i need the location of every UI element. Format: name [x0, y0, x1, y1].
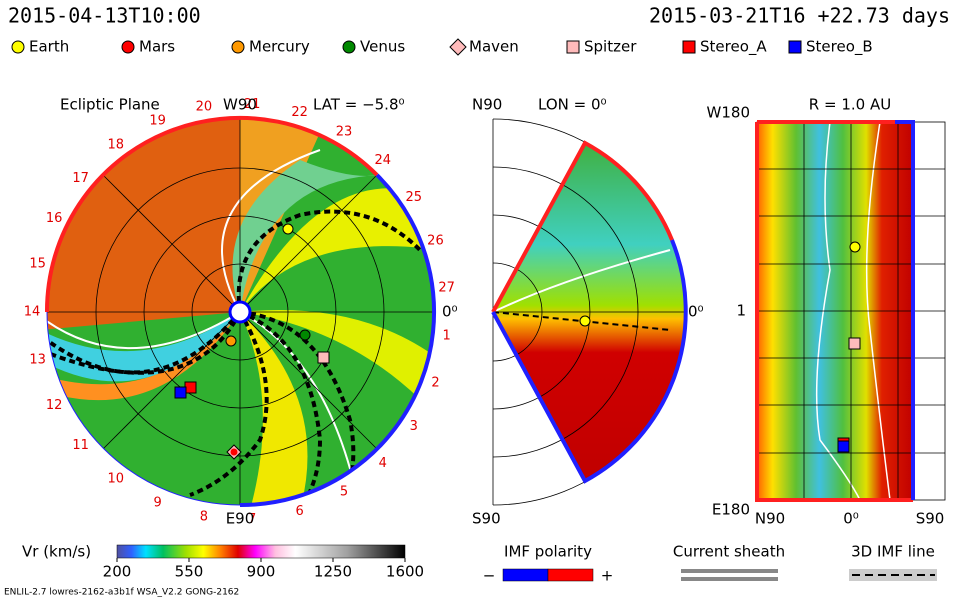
- sector-number: 1: [442, 329, 450, 344]
- earth: [849, 241, 861, 253]
- colorbar-tick-label: 1250: [314, 563, 352, 581]
- earth: [579, 315, 591, 327]
- imf-line-title: 3D IMF line: [851, 543, 935, 561]
- colorbar-tick-label: 1600: [386, 563, 424, 581]
- sector-number: 12: [46, 398, 63, 413]
- colorbar-tick-label: 900: [247, 563, 276, 581]
- legend-label: Spitzer: [584, 38, 637, 56]
- legend-label: Stereo_B: [806, 38, 873, 57]
- sector-number: 20: [196, 100, 213, 115]
- legend-marker: [342, 40, 356, 54]
- w90-label: W90: [223, 96, 257, 114]
- sector-number: 26: [427, 233, 444, 248]
- sector-number: 2: [431, 376, 439, 391]
- panel-title: Ecliptic Plane: [60, 96, 160, 114]
- panel-title: R = 1.0 AU: [809, 96, 891, 114]
- sector-number: 11: [72, 438, 89, 453]
- sector-number: 27: [438, 280, 455, 295]
- legend-label: Venus: [360, 38, 405, 56]
- sector-number: 23: [336, 124, 353, 139]
- sheath-title: Current sheath: [673, 543, 785, 561]
- colorbar-ticks: 200 550 900 1250 1600: [103, 558, 424, 581]
- sector-number: 15: [29, 257, 46, 272]
- angle-label: 0⁰: [442, 303, 458, 321]
- sector-number: 6: [296, 504, 304, 519]
- w180-label: W180: [707, 104, 750, 122]
- run-time: 2015-04-13T10:00: [8, 4, 201, 28]
- stereo-a: [184, 381, 197, 394]
- sector-number: 10: [108, 471, 125, 486]
- sector-number: 13: [29, 352, 46, 367]
- model-time: 2015-03-21T16 +22.73 days: [649, 4, 950, 28]
- center-label: 0⁰: [843, 510, 859, 528]
- legend-marker: [231, 40, 245, 54]
- sector-number: 22: [291, 105, 308, 120]
- legend-label: Mercury: [249, 38, 310, 56]
- n90-label: N90: [755, 510, 785, 528]
- sector-number: 7: [248, 512, 256, 527]
- lat-label: LAT = −5.8⁰: [313, 96, 405, 114]
- s90-label: S90: [916, 510, 945, 528]
- sector-number: 4: [379, 456, 387, 471]
- legend-marker: [11, 40, 25, 54]
- circle-edge: [46, 311, 241, 506]
- legend-marker: [682, 40, 696, 54]
- sector-number: 21: [244, 97, 261, 112]
- stereo-b: [837, 440, 850, 453]
- legend-marker: [566, 40, 580, 54]
- stereo-b-arc: [239, 173, 437, 508]
- lon-label: LON = 0⁰: [538, 96, 607, 114]
- stereo-a-arc: [44, 115, 379, 313]
- sector-number: 25: [406, 190, 423, 205]
- angle-label: 0⁰: [688, 303, 704, 321]
- sector-number: 16: [46, 211, 63, 226]
- sector-number: 19: [149, 114, 166, 129]
- earth: [282, 223, 294, 235]
- legend: Earth Mars Mercury Venus Maven Spitzer Stereo_…: [11, 38, 873, 57]
- e180-label: E180: [712, 501, 750, 519]
- venus: [299, 329, 311, 341]
- mid-label: 1: [736, 302, 746, 320]
- imf-plus: +: [601, 567, 614, 585]
- bodies: [174, 223, 330, 460]
- footer: ENLIL-2.7 lowres-2162-a3b1f WSA_V2.2 GON…: [4, 588, 239, 598]
- sector-number: 24: [374, 153, 391, 168]
- spitzer: [317, 351, 330, 364]
- sector-number: 14: [24, 305, 41, 320]
- colorbar: [116, 544, 406, 559]
- sector-number: 8: [200, 509, 208, 524]
- sun: [228, 300, 252, 324]
- legend-label: Earth: [29, 38, 69, 56]
- stereo-b: [174, 386, 187, 399]
- sector-number: 17: [72, 171, 89, 186]
- colorbar-tick-label: 200: [103, 563, 132, 581]
- legend-marker: [449, 38, 467, 56]
- legend-label: Mars: [139, 38, 175, 56]
- legend-marker: [788, 40, 802, 54]
- colorbar-tick-label: 550: [175, 563, 204, 581]
- spitzer: [848, 337, 861, 350]
- imf-minus: −: [483, 567, 496, 585]
- colorbar-label: Vr (km/s): [22, 543, 91, 561]
- sector-number: 3: [410, 419, 418, 434]
- mars: [230, 448, 238, 456]
- legend-marker: [121, 40, 135, 54]
- mercury: [225, 335, 237, 347]
- s90-label: S90: [472, 510, 501, 528]
- imf-title: IMF polarity: [504, 543, 592, 561]
- legend-label: Stereo_A: [700, 38, 767, 57]
- legend-label: Maven: [469, 38, 519, 56]
- n90-label: N90: [472, 96, 502, 114]
- e90-label: E90: [226, 510, 255, 528]
- sector-number: 18: [108, 138, 125, 153]
- sector-number: 5: [340, 485, 348, 500]
- sector-number: 9: [153, 495, 161, 510]
